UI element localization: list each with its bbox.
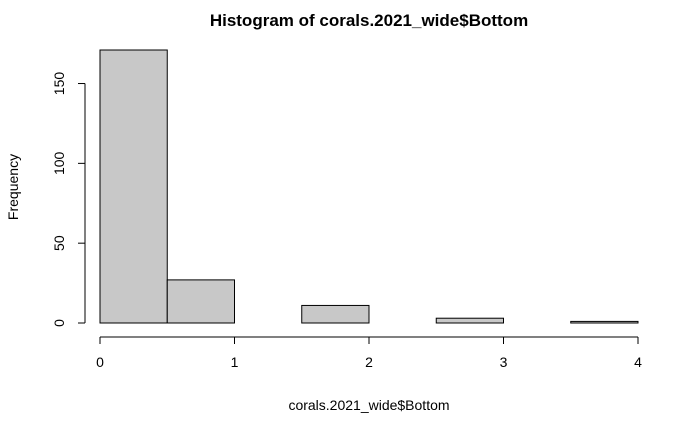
y-tick-label-1: 50	[51, 235, 67, 251]
chart-title: Histogram of corals.2021_wide$Bottom	[210, 11, 528, 30]
histogram-bar-7	[570, 320, 639, 324]
histogram-bar-0	[99, 49, 168, 324]
histogram-bar-3	[301, 304, 370, 324]
x-tick-label-1: 1	[231, 354, 239, 370]
y-axis: 0 50 100 150	[51, 72, 86, 327]
y-tick-label-3: 150	[51, 72, 67, 96]
x-tick-label-2: 2	[365, 354, 373, 370]
y-axis-label: Frequency	[5, 154, 21, 220]
x-tick-label-0: 0	[96, 354, 104, 370]
histogram-bar-1	[166, 279, 235, 324]
x-axis: 0 1 2 3 4	[96, 336, 642, 370]
x-axis-label: corals.2021_wide$Bottom	[288, 397, 449, 413]
x-tick-label-4: 4	[634, 354, 642, 370]
bars-group	[99, 49, 639, 324]
histogram-bar-5	[435, 317, 504, 324]
y-tick-label-2: 100	[51, 151, 67, 175]
x-tick-label-3: 3	[500, 354, 508, 370]
y-tick-label-0: 0	[51, 319, 67, 327]
